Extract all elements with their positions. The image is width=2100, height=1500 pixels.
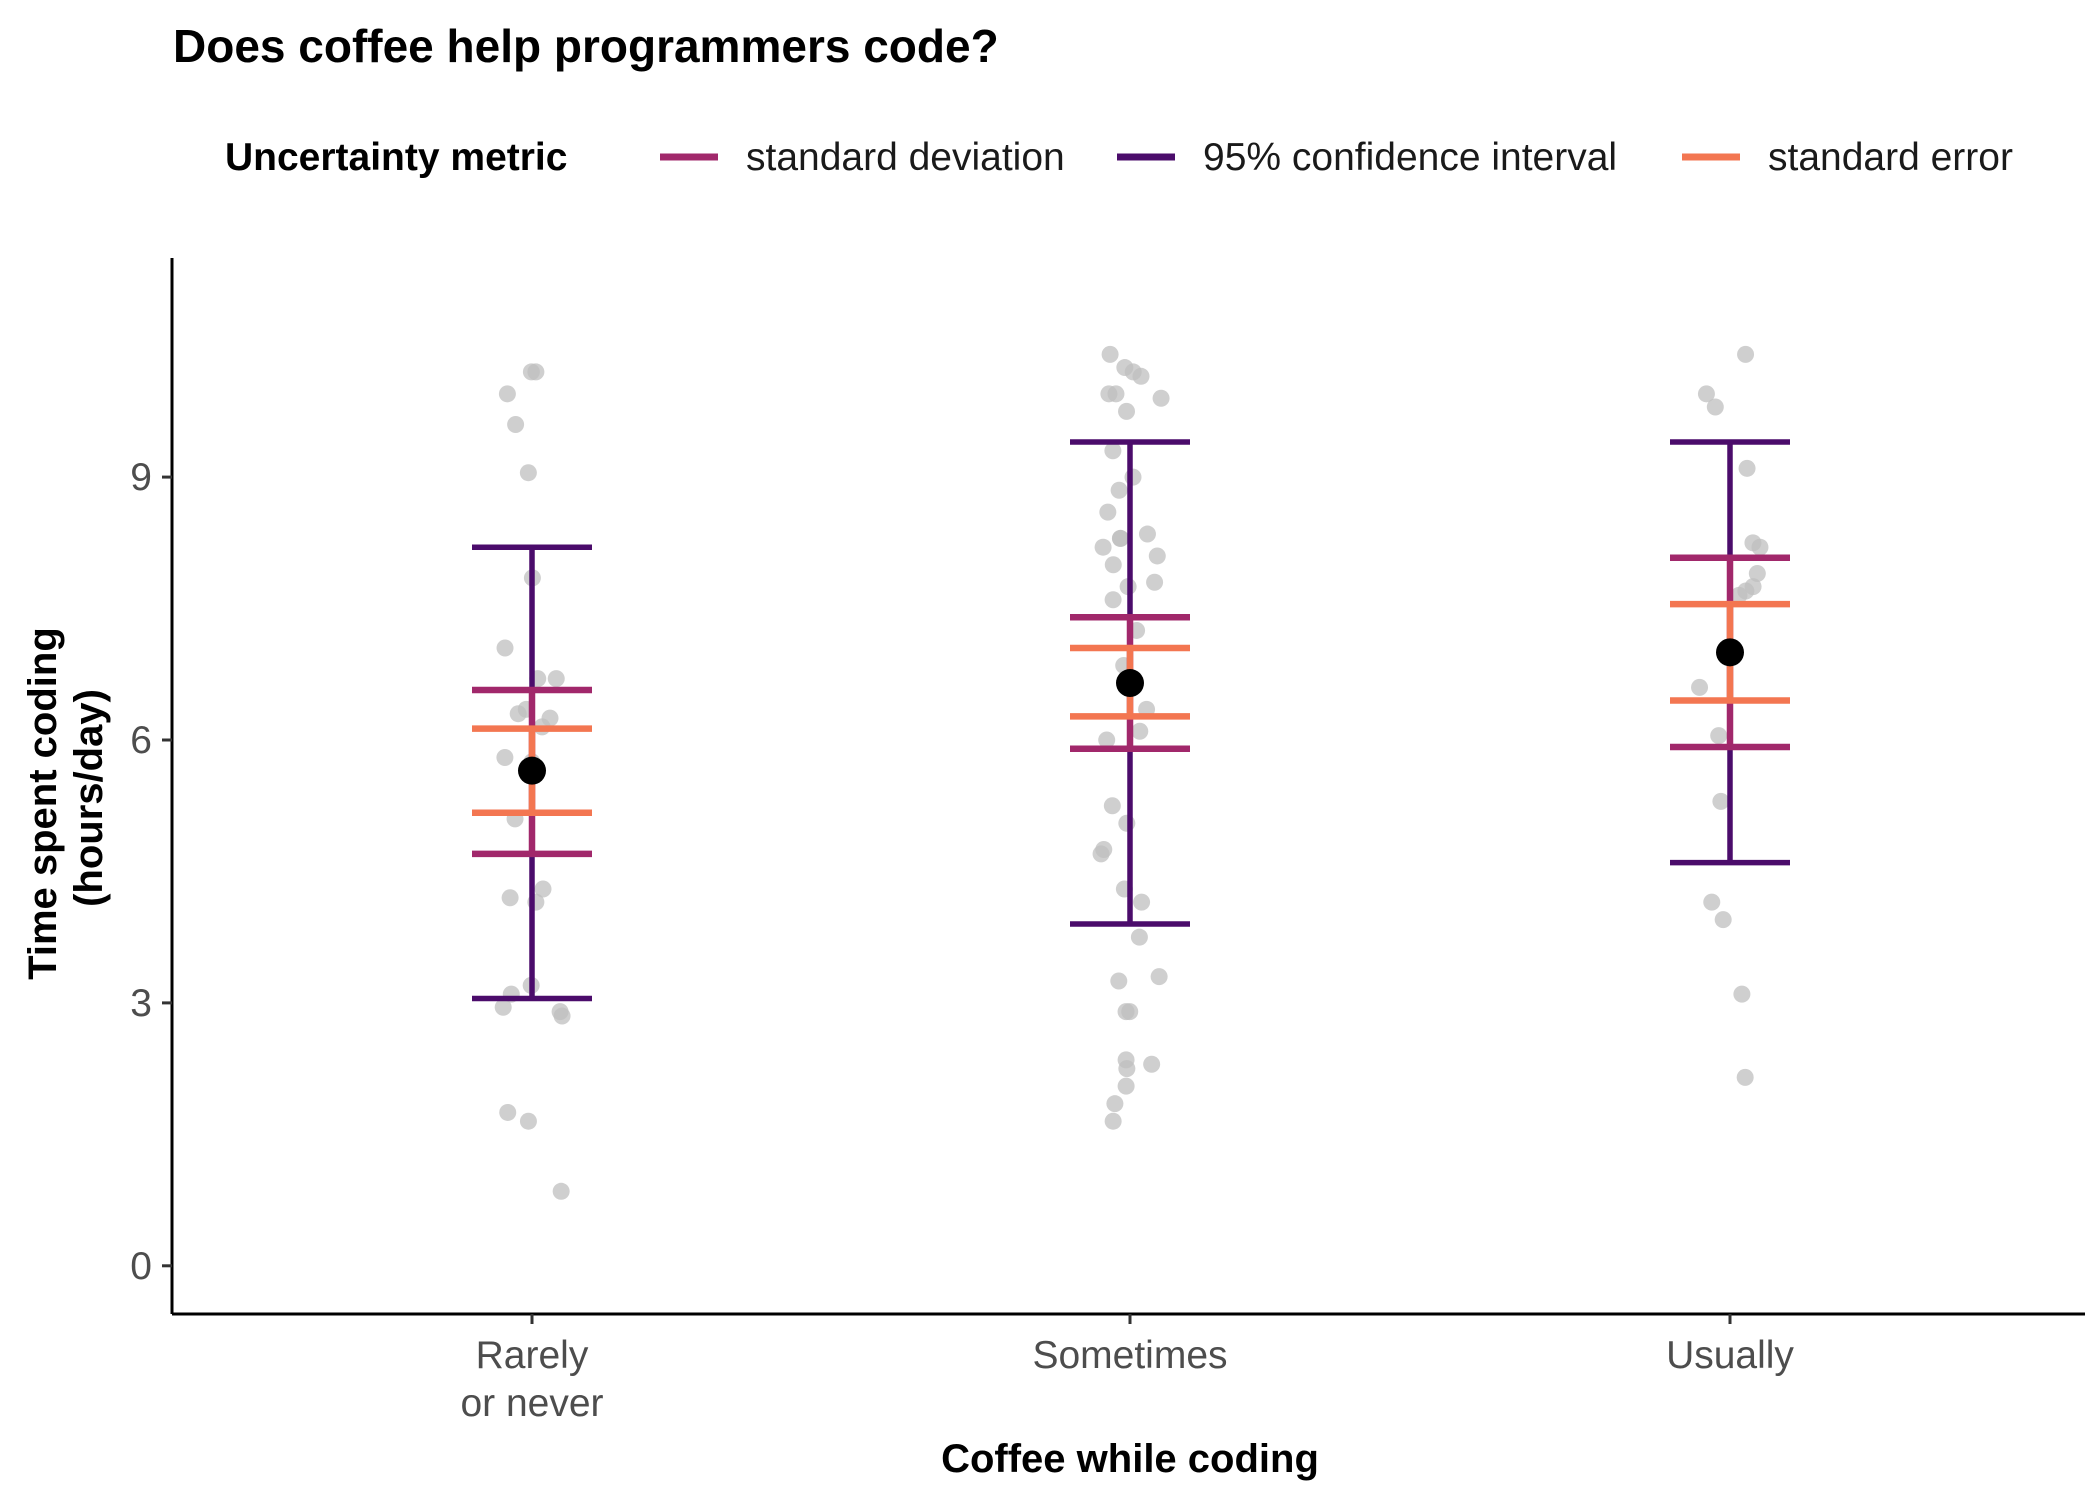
data-point [1101,345,1119,363]
data-point [1104,442,1122,460]
data-point [1736,1068,1754,1086]
legend-entry-sd: standard deviation [660,136,1065,179]
legend-label-sd: standard deviation [746,136,1065,179]
legend-label-se: standard error [1768,136,2013,179]
data-point [1150,968,1168,986]
data-point [1104,556,1122,574]
x-tick-label-line: Usually [1666,1334,1794,1377]
data-point [552,1182,570,1200]
data-point [1110,481,1128,499]
y-tick-label: 3 [130,982,152,1025]
data-point [1138,525,1156,543]
data-point [498,385,516,403]
x-tick-label-line: Rarely [476,1334,589,1377]
data-point [1714,911,1732,929]
data-point [499,1103,517,1121]
data-point [1691,678,1709,696]
y-axis-title-line-1: Time spent coding [21,627,65,980]
data-point [1098,731,1116,749]
data-point [501,889,519,907]
mean-point [518,756,546,785]
data-point [1737,345,1755,363]
legend-label-ci: 95% confidence interval [1203,136,1617,179]
x-tick-label-line: Sometimes [1032,1334,1227,1377]
data-point [1733,985,1751,1003]
data-point [519,464,537,482]
data-point [1738,459,1756,477]
data-point [1104,591,1122,609]
data-point [1104,1112,1122,1130]
data-point [494,998,512,1016]
data-point [1152,389,1170,407]
y-axis-title-line-2: (hours/day) [67,689,111,907]
data-point [1712,792,1730,810]
data-point [1132,367,1150,385]
y-axis-title: Time spent coding (hours/day) [21,616,111,980]
y-tick-label: 6 [130,719,152,762]
mean-point [1716,638,1744,667]
data-point [507,416,525,434]
data-point [1092,845,1110,863]
data-point [1111,529,1129,547]
data-point [1131,722,1149,740]
data-point [1118,402,1136,420]
data-point [1124,468,1142,486]
data-point [1130,928,1148,946]
data-point [1133,893,1151,911]
legend-title: Uncertainty metric [225,136,567,179]
legend: Uncertainty metric standard deviation 95… [225,136,2013,179]
legend-entry-se: standard error [1682,136,2013,179]
data-point [527,363,545,381]
y-axis: 0 3 6 9 [130,456,172,1288]
data-point [553,1007,571,1025]
data-point [1143,1055,1161,1073]
data-point [496,749,514,767]
data-point [1118,814,1136,832]
x-tick-label: Rarely or never [460,1334,603,1425]
data-point [547,670,565,688]
y-tick-label: 9 [130,456,152,499]
data-point [1146,573,1164,591]
data-point [534,880,552,898]
data-point [1730,586,1748,604]
data-point [1706,398,1724,416]
data-point [1106,1095,1124,1113]
data-point [519,1112,537,1130]
data-point [1121,1003,1139,1021]
data-point [1748,564,1766,582]
x-axis-title: Coffee while coding [941,1437,1319,1481]
data-point [1710,727,1728,745]
x-tick-label: Usually [1666,1334,1794,1377]
data-point [1148,547,1166,565]
data-point [509,705,527,723]
data-point [1703,893,1721,911]
mean-point [1116,669,1144,698]
data-point [496,639,514,657]
x-axis: Rarely or never Sometimes Usually [460,1314,1794,1425]
x-tick-label-line: or never [460,1382,603,1425]
data-point [1094,538,1112,556]
data-point [1751,538,1769,556]
data-point [1697,385,1715,403]
data-point [1099,503,1117,521]
chart-title: Does coffee help programmers code? [173,20,999,72]
data-point [1100,385,1118,403]
data-point [1110,972,1128,990]
data-point [1117,1077,1135,1095]
data-point [1118,1060,1136,1078]
data-point [1103,797,1121,815]
x-tick-label: Sometimes [1032,1334,1227,1377]
y-tick-label: 0 [130,1245,152,1288]
plot-area [472,345,1790,1200]
legend-entry-ci: 95% confidence interval [1117,136,1617,179]
